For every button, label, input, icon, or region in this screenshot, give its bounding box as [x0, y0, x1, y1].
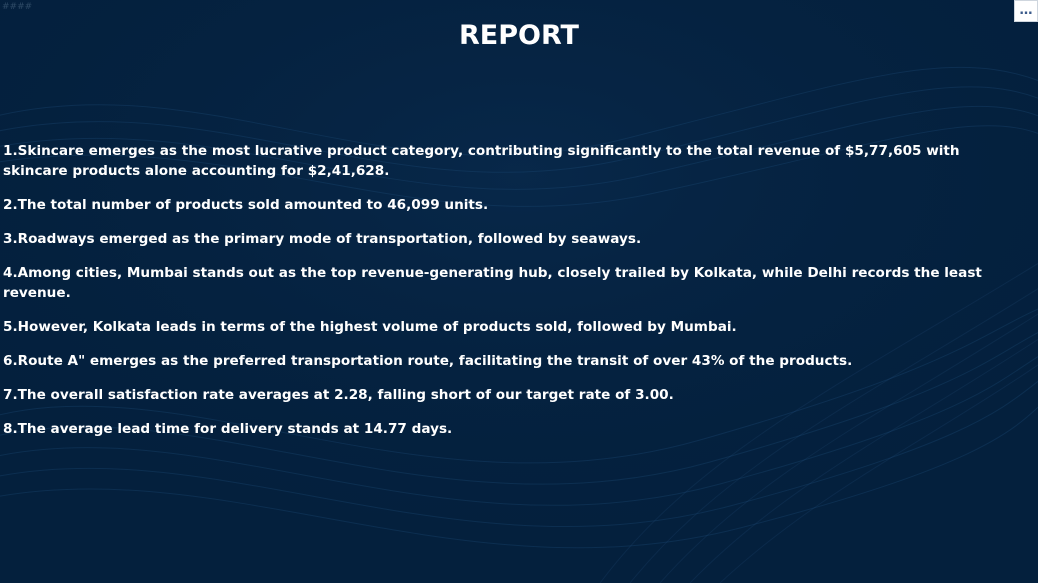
- page-title: REPORT: [459, 20, 579, 51]
- report-point-1: 1.Skincare emerges as the most lucrative…: [3, 143, 960, 179]
- report-point-2: 2.The total number of products sold amou…: [3, 197, 489, 213]
- report-point-3: 3.Roadways emerged as the primary mode o…: [3, 231, 642, 247]
- report-point-6: 6.Route A" emerges as the preferred tran…: [3, 353, 853, 369]
- more-options-icon: …: [1019, 3, 1033, 18]
- report-point-4: 4.Among cities, Mumbai stands out as the…: [3, 265, 982, 301]
- report-point-7: 7.The overall satisfaction rate averages…: [3, 387, 674, 403]
- report-points-list: 1.Skincare emerges as the most lucrative…: [3, 141, 1021, 453]
- more-options-button[interactable]: …: [1014, 0, 1038, 22]
- report-point-5: 5.However, Kolkata leads in terms of the…: [3, 319, 737, 335]
- report-point-8: 8.The average lead time for delivery sta…: [3, 421, 453, 437]
- corner-label: ####: [2, 2, 33, 12]
